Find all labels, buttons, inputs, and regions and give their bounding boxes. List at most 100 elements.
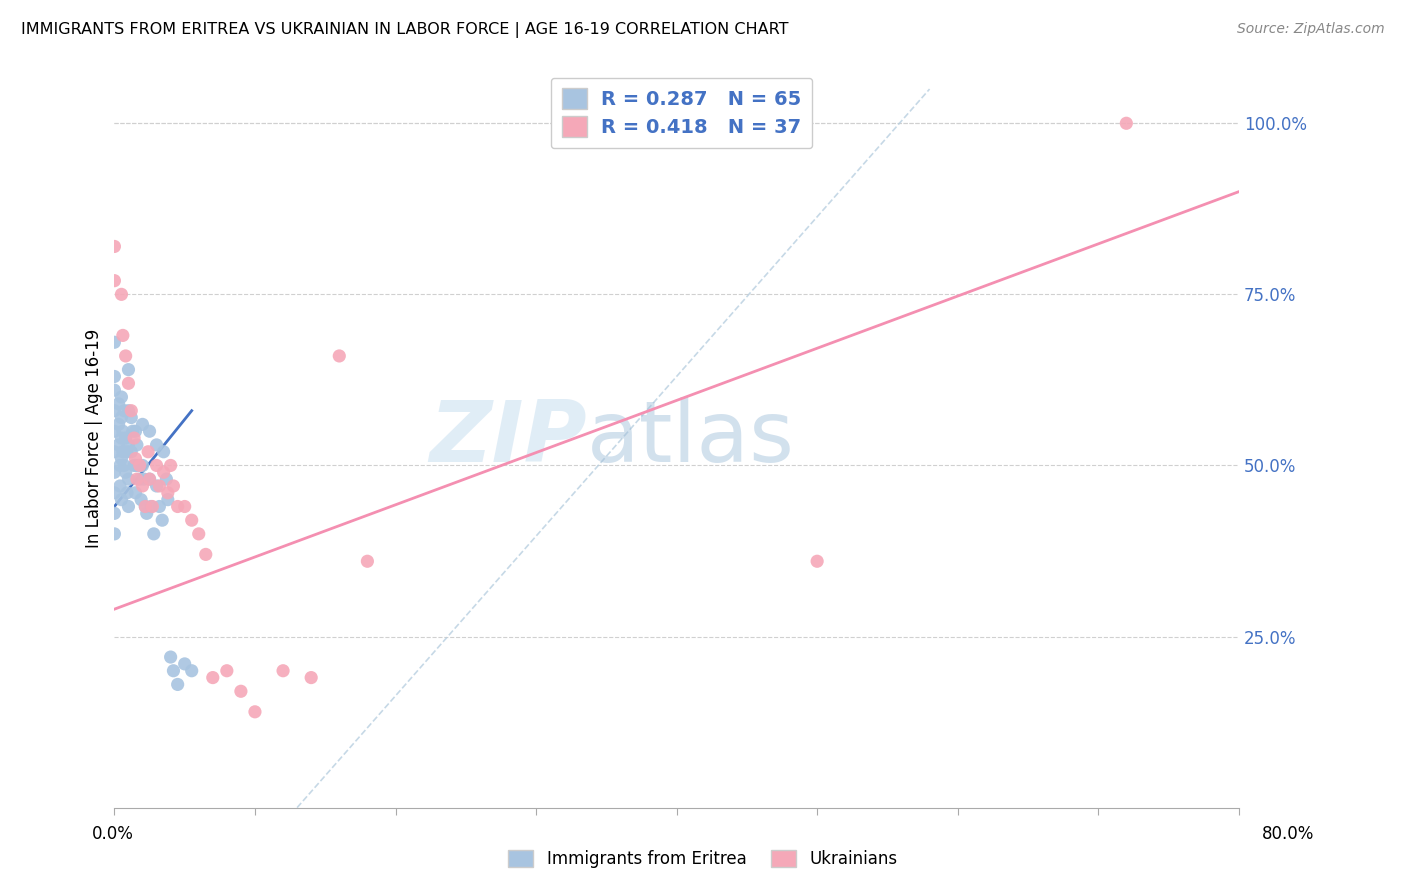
Point (115, 444, 138, 458)
Point (806, 554, 828, 568)
Point (145, 479, 167, 493)
Point (131, 417, 153, 432)
Point (134, 500, 156, 514)
Point (124, 424, 146, 438)
Point (121, 424, 143, 438)
Point (152, 444, 174, 458)
Point (215, 664, 238, 678)
Point (125, 472, 148, 486)
Point (194, 548, 217, 562)
Point (110, 492, 132, 507)
Point (145, 438, 167, 452)
Point (328, 349, 350, 363)
Point (117, 500, 139, 514)
Point (166, 677, 188, 691)
Point (103, 424, 125, 438)
Point (120, 403, 142, 417)
Legend: R = 0.287   N = 65, R = 0.418   N = 37: R = 0.287 N = 65, R = 0.418 N = 37 (551, 78, 813, 148)
Point (1115, 116, 1137, 130)
Point (127, 458, 149, 473)
Text: ZIP: ZIP (429, 397, 586, 480)
Point (103, 527, 125, 541)
Point (180, 664, 202, 678)
Point (135, 507, 157, 521)
Point (150, 513, 173, 527)
Point (117, 362, 139, 376)
Point (132, 472, 155, 486)
Point (110, 451, 132, 466)
Point (107, 397, 129, 411)
Point (103, 444, 125, 458)
Point (148, 500, 170, 514)
Point (111, 424, 134, 438)
Point (173, 500, 195, 514)
Point (156, 485, 179, 500)
Point (103, 507, 125, 521)
Legend: Immigrants from Eritrea, Ukrainians: Immigrants from Eritrea, Ukrainians (502, 843, 904, 875)
Point (142, 527, 165, 541)
Point (124, 458, 146, 473)
Point (112, 458, 135, 473)
Point (138, 472, 160, 486)
Point (122, 431, 145, 445)
Point (162, 479, 184, 493)
Point (114, 349, 136, 363)
Text: 0.0%: 0.0% (91, 825, 134, 843)
Point (108, 479, 131, 493)
Point (107, 417, 129, 432)
Point (125, 438, 148, 452)
Point (134, 500, 156, 514)
Point (159, 650, 181, 665)
Point (117, 376, 139, 391)
Y-axis label: In Labor Force | Age 16-19: In Labor Force | Age 16-19 (86, 328, 103, 548)
Point (243, 705, 266, 719)
Point (110, 431, 132, 445)
Point (103, 403, 125, 417)
Point (155, 472, 177, 486)
Point (152, 465, 174, 479)
Point (117, 472, 139, 486)
Point (128, 472, 150, 486)
Point (115, 485, 138, 500)
Point (117, 403, 139, 417)
Point (112, 403, 135, 417)
Point (229, 684, 252, 698)
Point (103, 274, 125, 288)
Text: atlas: atlas (586, 397, 794, 480)
Point (110, 390, 132, 404)
Text: Source: ZipAtlas.com: Source: ZipAtlas.com (1237, 22, 1385, 37)
Point (114, 431, 136, 445)
Point (111, 444, 134, 458)
Point (124, 485, 146, 500)
Point (114, 465, 136, 479)
Point (162, 664, 184, 678)
Point (103, 335, 125, 350)
Point (107, 438, 129, 452)
Point (111, 328, 134, 343)
Point (103, 239, 125, 253)
Point (120, 444, 142, 458)
Point (145, 458, 167, 473)
Point (117, 438, 139, 452)
Point (110, 410, 132, 425)
Point (180, 513, 202, 527)
Point (138, 424, 160, 438)
Point (103, 383, 125, 397)
Point (124, 451, 146, 466)
Point (103, 485, 125, 500)
Point (141, 500, 163, 514)
Point (201, 671, 224, 685)
Point (110, 287, 132, 301)
Point (299, 671, 322, 685)
Point (136, 444, 159, 458)
Point (131, 479, 153, 493)
Point (128, 458, 150, 473)
Point (103, 369, 125, 384)
Point (139, 500, 162, 514)
Point (271, 664, 294, 678)
Point (131, 458, 153, 473)
Point (166, 500, 188, 514)
Point (156, 492, 179, 507)
Point (148, 479, 170, 493)
Point (356, 554, 378, 568)
